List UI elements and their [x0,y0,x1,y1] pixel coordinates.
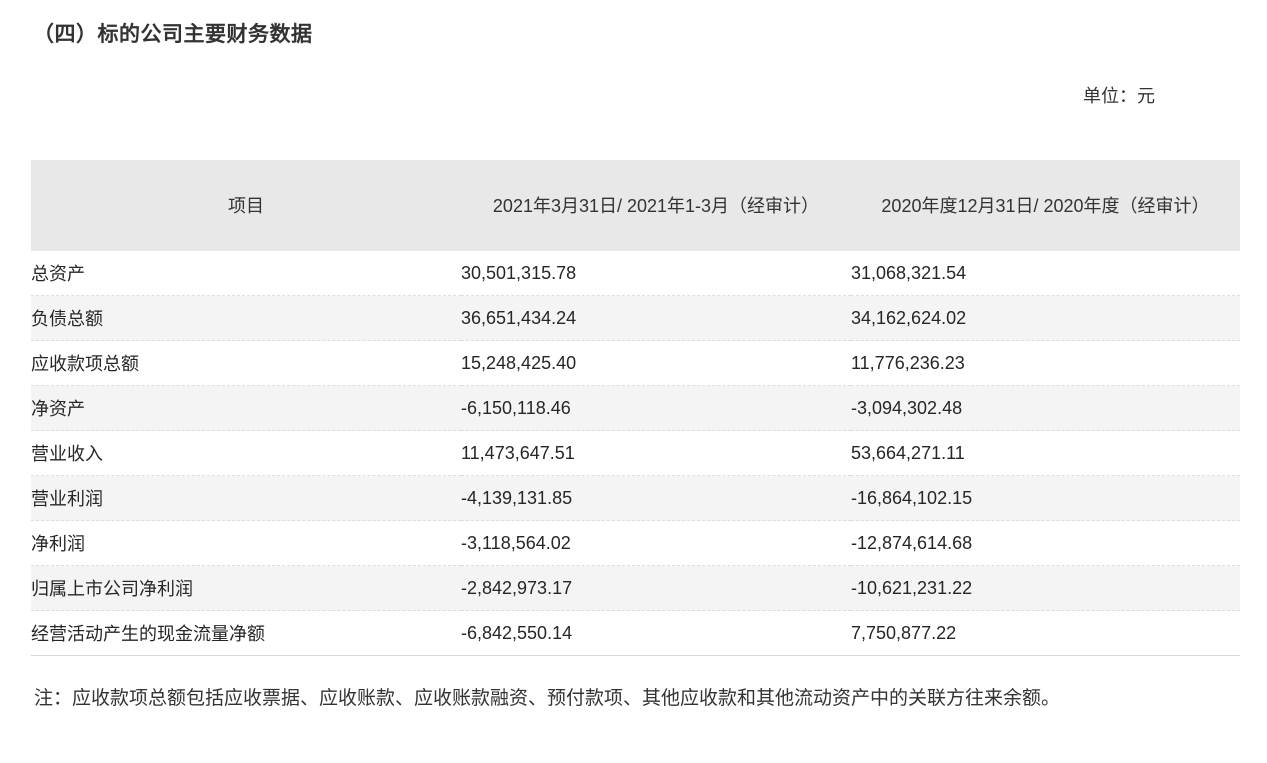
row-value-2021: -6,842,550.14 [461,610,851,656]
row-value-2021: -4,139,131.85 [461,475,851,521]
table-row: 净资产 -6,150,118.46 -3,094,302.48 [31,385,1240,431]
row-item-label: 负债总额 [31,295,461,341]
row-value-2020: -10,621,231.22 [851,565,1240,611]
row-value-2020: 53,664,271.11 [851,430,1240,476]
table-row: 负债总额 36,651,434.24 34,162,624.02 [31,295,1240,341]
column-header-2021: 2021年3月31日/ 2021年1-3月（经审计） [461,160,851,251]
row-item-label: 总资产 [31,251,461,296]
row-item-label: 营业收入 [31,430,461,476]
row-value-2020: -16,864,102.15 [851,475,1240,521]
row-item-label: 净利润 [31,520,461,566]
row-value-2021: 15,248,425.40 [461,340,851,386]
table-header-row: 项目 2021年3月31日/ 2021年1-3月（经审计） 2020年度12月3… [31,160,1240,251]
table-row: 净利润 -3,118,564.02 -12,874,614.68 [31,520,1240,566]
row-value-2021: -2,842,973.17 [461,565,851,611]
row-value-2020: 34,162,624.02 [851,295,1240,341]
row-value-2021: -6,150,118.46 [461,385,851,431]
row-item-label: 应收款项总额 [31,340,461,386]
table-row: 营业收入 11,473,647.51 53,664,271.11 [31,430,1240,476]
column-header-2020: 2020年度12月31日/ 2020年度（经审计） [851,160,1240,251]
row-value-2020: 31,068,321.54 [851,251,1240,296]
row-item-label: 营业利润 [31,475,461,521]
row-value-2020: -3,094,302.48 [851,385,1240,431]
column-header-2021-label: 2021年3月31日/ 2021年1-3月（经审计） [492,195,820,216]
table-row: 归属上市公司净利润 -2,842,973.17 -10,621,231.22 [31,565,1240,611]
table-row: 总资产 30,501,315.78 31,068,321.54 [31,251,1240,296]
row-value-2020: 7,750,877.22 [851,610,1240,656]
table-row: 经营活动产生的现金流量净额 -6,842,550.14 7,750,877.22 [31,610,1240,656]
row-item-label: 净资产 [31,385,461,431]
table-row: 应收款项总额 15,248,425.40 11,776,236.23 [31,340,1240,386]
row-value-2021: 11,473,647.51 [461,430,851,476]
financial-data-table: 项目 2021年3月31日/ 2021年1-3月（经审计） 2020年度12月3… [31,160,1240,656]
row-item-label: 经营活动产生的现金流量净额 [31,610,461,656]
row-value-2020: 11,776,236.23 [851,340,1240,386]
row-value-2021: 36,651,434.24 [461,295,851,341]
row-value-2021: -3,118,564.02 [461,520,851,566]
column-header-2020-label: 2020年度12月31日/ 2020年度（经审计） [881,195,1210,216]
row-value-2020: -12,874,614.68 [851,520,1240,566]
row-item-label: 归属上市公司净利润 [31,565,461,611]
table-row: 营业利润 -4,139,131.85 -16,864,102.15 [31,475,1240,521]
unit-label: 单位：元 [1083,86,1155,106]
footnote: 注：应收款项总额包括应收票据、应收账款、应收账款融资、预付款项、其他应收款和其他… [34,688,1061,709]
row-value-2021: 30,501,315.78 [461,251,851,296]
section-title: （四）标的公司主要财务数据 [33,23,313,46]
column-header-item: 项目 [31,160,461,251]
column-header-item-label: 项目 [228,195,264,216]
